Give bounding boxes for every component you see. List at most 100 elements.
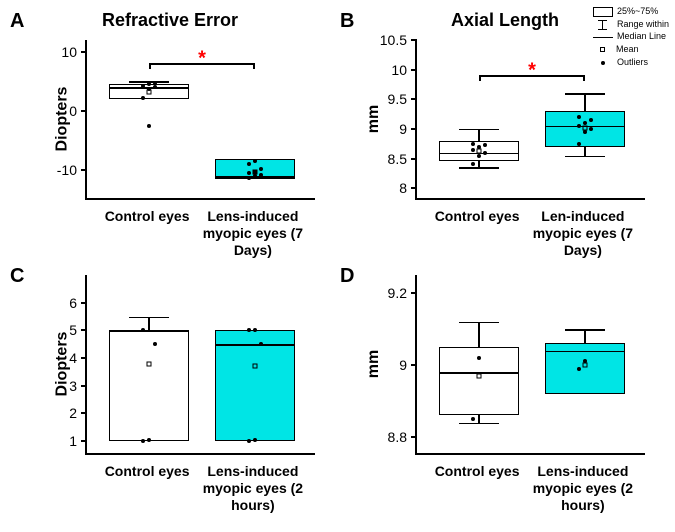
data-point	[153, 81, 157, 85]
data-point	[259, 342, 263, 346]
y-tick	[411, 39, 417, 41]
sig-tick	[149, 63, 151, 69]
whisker-cap	[565, 93, 605, 95]
whisker	[148, 317, 150, 331]
whisker	[584, 329, 586, 343]
data-point	[471, 162, 475, 166]
median-line	[215, 344, 296, 346]
data-point	[577, 367, 581, 371]
data-point	[483, 143, 487, 147]
x-tick-label-B-1: Len-inducedmyopic eyes (7 Days)	[513, 208, 653, 258]
data-point	[577, 124, 581, 128]
panel-B: BAxial Length88.599.51010.5*mmControl ey…	[340, 5, 670, 255]
data-point	[583, 359, 587, 363]
y-tick	[81, 357, 87, 359]
data-point	[583, 130, 587, 134]
data-point	[141, 96, 145, 100]
whisker	[478, 415, 480, 422]
panel-letter-C: C	[10, 265, 24, 288]
data-point	[247, 171, 251, 175]
plot-area-A: -10010*	[85, 40, 315, 200]
median-line	[545, 351, 626, 353]
y-tick	[81, 412, 87, 414]
y-tick	[81, 169, 87, 171]
data-point	[577, 115, 581, 119]
y-tick-label: 9	[399, 357, 407, 373]
panel-title-A: Refractive Error	[10, 10, 330, 31]
box-C-0	[109, 330, 190, 441]
panel-A: ARefractive Error-10010*DioptersControl …	[10, 5, 330, 255]
y-tick	[411, 98, 417, 100]
panel-title-B: Axial Length	[340, 10, 670, 31]
y-tick-label: 10.5	[380, 32, 407, 48]
y-tick	[81, 110, 87, 112]
y-tick-label: 9	[399, 121, 407, 137]
data-point	[259, 173, 263, 177]
y-tick	[411, 292, 417, 294]
data-point	[247, 176, 251, 180]
data-point	[471, 142, 475, 146]
y-tick-label: -10	[57, 162, 77, 178]
mean-marker	[147, 361, 152, 366]
data-point	[247, 162, 251, 166]
data-point	[147, 438, 151, 442]
whisker	[584, 147, 586, 156]
data-point	[153, 342, 157, 346]
y-tick	[411, 436, 417, 438]
y-tick	[411, 364, 417, 366]
figure-root: 25%~75%Range withinMedian LineMeanOutlie…	[0, 0, 675, 532]
whisker	[478, 129, 480, 141]
y-axis-label-B: mm	[365, 105, 383, 133]
data-point	[141, 84, 145, 88]
data-point	[247, 328, 251, 332]
y-tick	[81, 302, 87, 304]
mean-marker	[252, 364, 257, 369]
y-tick-label: 9.5	[388, 91, 407, 107]
panel-C: C123456DioptersControl eyesLens-inducedm…	[10, 260, 330, 525]
data-point	[253, 438, 257, 442]
y-axis-label-A: Diopters	[53, 87, 71, 152]
y-tick-label: 1	[69, 433, 77, 449]
box-C-1	[215, 330, 296, 441]
panel-letter-D: D	[340, 265, 354, 288]
y-tick	[81, 329, 87, 331]
y-tick	[81, 51, 87, 53]
y-tick	[411, 69, 417, 71]
whisker-cap	[459, 129, 499, 131]
data-point	[589, 127, 593, 131]
y-axis-label-C: Diopters	[53, 332, 71, 397]
x-tick-label-A-1: Lens-inducedmyopic eyes (7 Days)	[183, 208, 323, 258]
panel-D: D8.899.2mmControl eyesLens-inducedmyopic…	[340, 260, 670, 525]
y-tick-label: 8.5	[388, 151, 407, 167]
data-point	[471, 148, 475, 152]
data-point	[471, 417, 475, 421]
y-tick-label: 6	[69, 295, 77, 311]
plot-area-B: 88.599.51010.5*	[415, 40, 645, 200]
data-point	[477, 145, 481, 149]
y-tick-label: 10	[391, 62, 407, 78]
data-point	[577, 142, 581, 146]
data-point	[259, 167, 263, 171]
x-tick-label-C-1: Lens-inducedmyopic eyes (2 hours)	[183, 463, 323, 513]
plot-area-D: 8.899.2	[415, 275, 645, 455]
data-point	[253, 174, 257, 178]
data-point	[583, 121, 587, 125]
plot-area-C: 123456	[85, 275, 315, 455]
data-point	[253, 159, 257, 163]
sig-star: *	[198, 48, 206, 71]
data-point	[477, 356, 481, 360]
data-point	[141, 328, 145, 332]
x-tick-label-D-1: Lens-inducedmyopic eyes (2 hours)	[513, 463, 653, 513]
mean-marker	[477, 373, 482, 378]
sig-star: *	[528, 60, 536, 83]
whisker	[584, 93, 586, 111]
y-tick	[411, 128, 417, 130]
sig-tick	[253, 63, 255, 69]
whisker-cap	[565, 329, 605, 331]
whisker-cap	[459, 423, 499, 425]
y-tick-label: 2	[69, 405, 77, 421]
y-tick	[411, 158, 417, 160]
y-tick	[411, 187, 417, 189]
y-tick-label: 10	[61, 44, 77, 60]
y-tick	[81, 440, 87, 442]
